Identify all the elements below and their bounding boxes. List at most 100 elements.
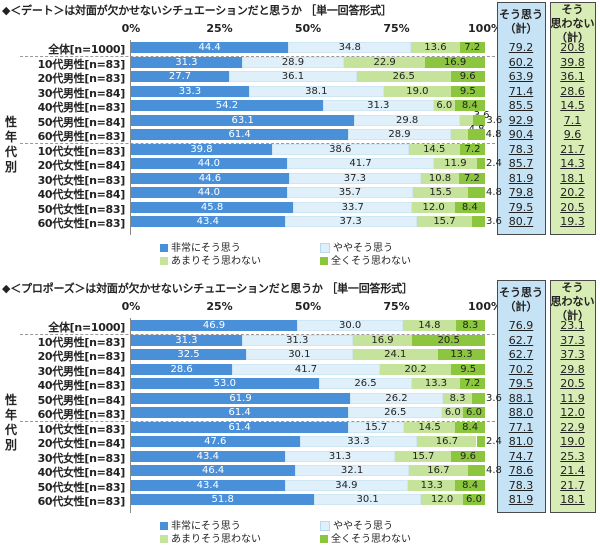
summary-agree-value: 63.9 (508, 70, 534, 83)
bar-row: 51.8 30.1 12.0 6.0 (131, 494, 485, 505)
legend-item: ややそう思う (320, 517, 393, 532)
bar-segment-4 (425, 56, 485, 68)
bar-segment-2 (241, 334, 353, 346)
summary-disagree-column (550, 280, 596, 513)
bar-segment-4 (472, 392, 485, 404)
bar-segment-2 (297, 320, 404, 331)
row-label: 60代男性[n=83] (37, 130, 126, 143)
bar-segment-1 (131, 85, 249, 97)
summary-disagree-header: そう 思わない （計） (550, 281, 595, 323)
data-label: 8.4 (462, 479, 479, 491)
data-label: 8.4 (461, 100, 478, 111)
bar-segment-1 (131, 172, 289, 184)
summary-disagree-header-line: 思わない (550, 17, 595, 30)
data-label: 24.1 (384, 349, 407, 360)
bar-segment-2 (286, 158, 435, 169)
data-label: 20.5 (437, 334, 460, 346)
legend-swatch (160, 243, 168, 252)
axis-line (130, 40, 131, 235)
bar-row: 31.3 28.9 22.9 16.9 (131, 56, 485, 68)
bar-row: 61.4 26.5 6.0 6.0 (131, 407, 485, 418)
bar-segment-3 (442, 407, 464, 418)
data-label: 14.8 (418, 320, 441, 331)
bar-segment-2 (284, 479, 409, 491)
data-label: 8.4 (461, 201, 478, 213)
bar-segment-3 (403, 320, 456, 331)
bar-row: 46.4 32.1 16.7 4.8 (131, 465, 502, 476)
row-label: 60代女性[n=83] (37, 495, 126, 508)
data-label: 38.6 (329, 143, 352, 155)
summary-disagree-value: 19.0 (560, 435, 585, 448)
bar-segment-1 (131, 494, 315, 505)
bar-segment-4 (467, 129, 485, 140)
summary-disagree-value: 37.3 (560, 333, 585, 347)
bar-segment-1 (131, 349, 247, 360)
bar-segment-4 (455, 479, 485, 491)
summary-disagree-value: 21.7 (560, 478, 585, 492)
bar-segment-4 (450, 71, 485, 82)
bar-segment-1 (131, 129, 349, 140)
legend-swatch (160, 521, 168, 530)
bar-segment-4 (472, 216, 485, 227)
data-label: 11.9 (444, 158, 467, 169)
data-label: 30.1 (356, 494, 379, 505)
summary-agree-value: 85.5 (508, 99, 534, 112)
bar-segment-4 (472, 114, 486, 126)
bar-row: 44.0 35.7 15.5 4.8 (131, 187, 502, 198)
summary-agree-header-line: （計） (504, 300, 538, 313)
row-label: 40代女性[n=84] (37, 188, 126, 201)
bar-segment-1 (131, 421, 349, 433)
bar-segment-1 (131, 114, 355, 126)
legend-label: あまりそう思わない (171, 255, 261, 267)
bar-segment-1 (131, 479, 285, 491)
summary-agree-header: そう思う （計） (497, 286, 545, 314)
bar-segment-3 (412, 201, 455, 213)
bar-segment-4 (459, 143, 486, 155)
data-label: 26.5 (354, 378, 377, 389)
data-label: 13.3 (450, 349, 473, 360)
data-label: 38.1 (305, 85, 328, 97)
summary-agree-value: 78.6 (508, 464, 534, 477)
data-label: 44.6 (198, 172, 222, 184)
data-label: 47.6 (204, 436, 227, 447)
data-label: 3.6 (486, 216, 502, 227)
legend-item: 全くそう思わない (320, 530, 411, 545)
summary-disagree-value: 9.6 (563, 128, 582, 141)
data-label: 61.4 (228, 129, 251, 140)
bar-segment-3 (417, 436, 477, 447)
bar-segment-1 (131, 320, 298, 331)
legend-item: 非常にそう思う (160, 239, 241, 254)
data-label: 4.8 (486, 465, 502, 476)
data-label: 6.0 (444, 407, 461, 418)
bar-row: 43.4 34.9 13.3 8.4 (131, 479, 485, 491)
row-label: 50代女性[n=83] (37, 480, 126, 494)
bar-row: 45.8 33.7 12.0 8.4 (131, 201, 485, 213)
chart-panel-1: ◆＜デート＞は対面が欠かせないシチュエーションだと思うか ［単一回答形式］ 0% 2… (0, 0, 600, 278)
axis-tick-label: 100% (468, 300, 502, 313)
summary-disagree-value: 20.2 (560, 186, 585, 199)
row-label: 40代女性[n=84] (37, 466, 126, 479)
bar-segment-3 (352, 349, 438, 360)
summary-disagree-value: 20.8 (560, 41, 585, 54)
legend-swatch (160, 256, 168, 265)
axis-tick-label: 50% (294, 22, 322, 35)
data-label: 33.3 (178, 85, 202, 97)
bar-segment-2 (314, 494, 421, 505)
bar-row: 53.0 26.5 13.3 7.2 (131, 378, 485, 389)
bar-segment-2 (348, 129, 451, 140)
summary-disagree-header-line: 思わない (550, 295, 595, 308)
summary-disagree-value: 18.1 (560, 493, 585, 506)
row-separator (20, 333, 500, 335)
row-label: 50代女性[n=83] (37, 202, 126, 216)
legend-label: あまりそう思わない (171, 533, 261, 545)
data-label: 53.0 (213, 378, 236, 389)
bar-segment-1 (131, 450, 285, 462)
data-label: 36.1 (281, 71, 305, 82)
chart-panel-2: ◆＜プロポーズ＞は対面が欠かせないシチュエーションだと思うか ［単一回答形式］ 0… (0, 278, 600, 556)
bar-segment-2 (322, 100, 434, 111)
data-label: 26.5 (392, 71, 415, 82)
summary-agree-value: 81.9 (508, 493, 534, 506)
data-label: 31.3 (367, 100, 390, 111)
summary-agree-value: 92.9 (508, 113, 534, 127)
legend-label: 全くそう思わない (331, 533, 411, 545)
